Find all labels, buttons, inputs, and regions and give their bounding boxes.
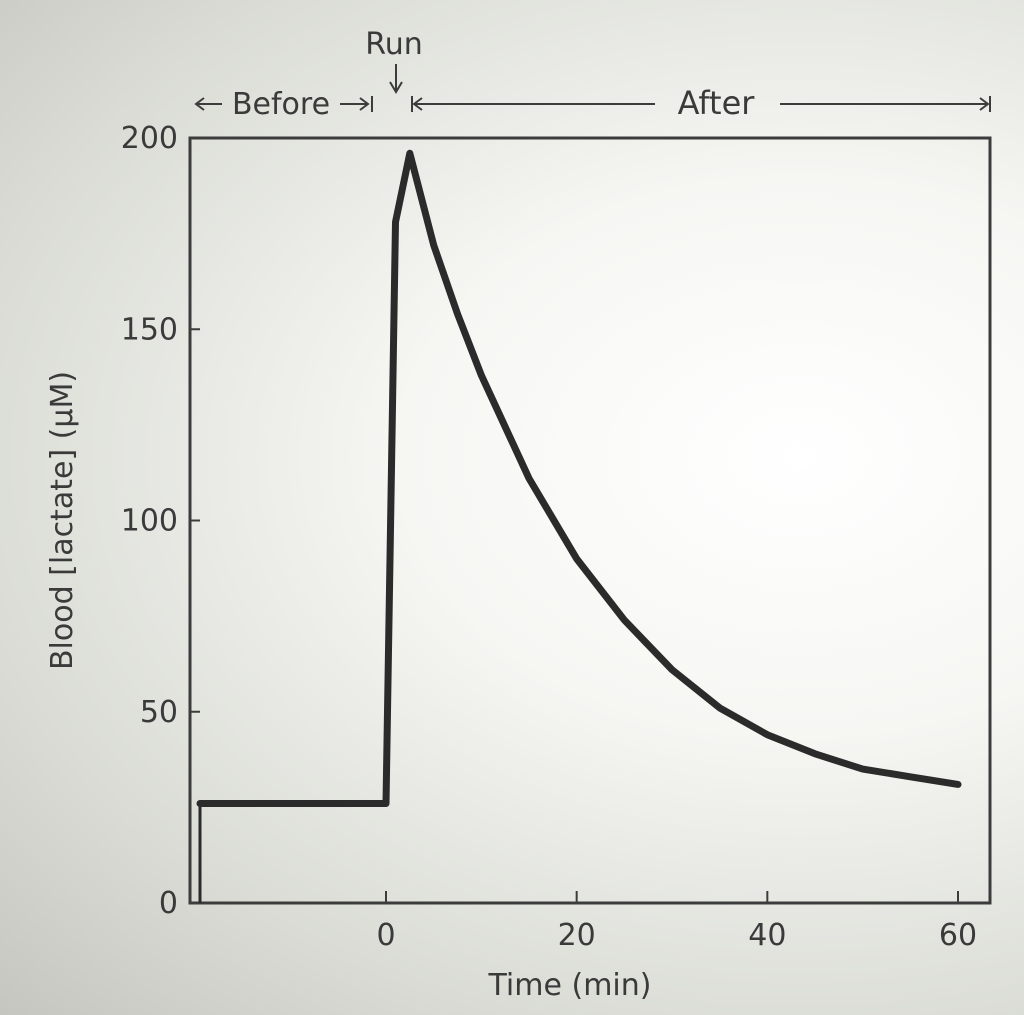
x-tick-label: 20 (558, 918, 596, 953)
after-arrow-right-head (979, 97, 990, 111)
plot-frame (188, 136, 992, 905)
x-axis-label: Time (min) (488, 968, 652, 1003)
series-line-blood-lactate (196, 149, 962, 807)
before-label: Before (232, 87, 330, 122)
run-arrow-head (389, 81, 403, 94)
y-tick-label: 200 (121, 121, 178, 156)
x-tick-label: 60 (939, 918, 977, 953)
run-label: Run (365, 27, 423, 62)
y-axis-label: Blood [lactate] (μM) (45, 371, 80, 670)
y-tick-label: 0 (159, 886, 178, 921)
after-label: After (678, 84, 756, 122)
before-arrow-left-head (194, 97, 205, 111)
y-tick-label: 100 (121, 504, 178, 539)
y-tick-label: 50 (140, 695, 178, 730)
before-arrow-right-head (359, 97, 370, 111)
x-tick-label: 40 (748, 918, 786, 953)
after-arrow-left-head (412, 97, 423, 111)
x-tick-label: 0 (376, 918, 395, 953)
y-tick-label: 150 (121, 312, 178, 347)
